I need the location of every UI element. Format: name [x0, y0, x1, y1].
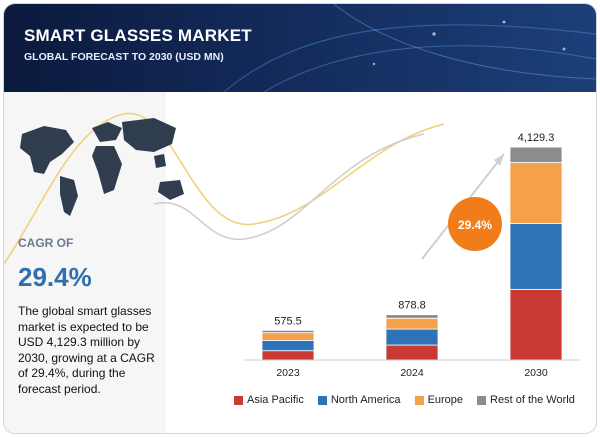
legend-swatch [234, 395, 243, 405]
legend-item-asia-pacific: Asia Pacific [234, 394, 304, 406]
bar-2030-europe [509, 162, 563, 224]
cagr-annotation-label: 29.4% [458, 218, 492, 232]
bar-2023-europe [261, 332, 315, 341]
bar-2023-rest-of-the-world [261, 329, 315, 334]
chart-canvas: 575.5 2023 878.8 2024 4,129.3 2030 29.4% [4, 112, 580, 379]
legend-swatch [477, 395, 487, 405]
x-tick-label-2030: 2030 [524, 367, 548, 379]
decorative-swoosh-gold [4, 112, 445, 265]
bar-2030-rest-of-the-world [509, 146, 563, 163]
cagr-label: CAGR OF [18, 236, 74, 250]
legend-label: Rest of the World [490, 394, 575, 406]
bar-total-label-2030: 4,129.3 [518, 132, 555, 144]
header-decoration [223, 4, 596, 92]
cagr-value: 29.4% [18, 262, 92, 292]
chart-title: SMART GLASSES MARKET [24, 26, 252, 45]
legend-label: Europe [427, 394, 464, 406]
chart-legend: Asia Pacific North America Europe Rest of t… [234, 394, 575, 406]
world-map-icon [20, 118, 184, 216]
legend-label: North America [330, 394, 401, 406]
legend-swatch [414, 395, 424, 405]
legend-item-rest-of-the-world: Rest of the World [477, 394, 575, 406]
bar-2024-north-america [385, 328, 439, 346]
legend-item-north-america: North America [317, 394, 401, 406]
decorative-swoosh-grey [153, 133, 425, 240]
bar-2024-asia-pacific [385, 344, 439, 361]
bar-2023-asia-pacific [261, 350, 315, 361]
bar-2024-rest-of-the-world [385, 314, 439, 319]
market-description: The global smart glasses market is expec… [18, 304, 155, 396]
x-tick-label-2024: 2024 [400, 367, 424, 379]
bar-group: 575.5 2023 878.8 2024 4,129.3 2030 [244, 132, 580, 379]
legend-label: Asia Pacific [247, 394, 304, 406]
bar-2024-europe [385, 317, 439, 330]
legend-item-europe: Europe [414, 394, 464, 406]
bar-total-label-2024: 878.8 [398, 300, 426, 312]
legend-swatch [317, 395, 327, 405]
cagr-circle [448, 197, 502, 251]
bar-2030-asia-pacific [509, 288, 563, 361]
chart-subtitle: GLOBAL FORECAST TO 2030 (USD MN) [24, 51, 224, 63]
bar-total-label-2023: 575.5 [274, 315, 302, 327]
x-tick-label-2023: 2023 [276, 367, 300, 379]
infographic-frame: SMART GLASSES MARKET GLOBAL FORECAST TO … [3, 3, 597, 434]
growth-arrow-head [494, 154, 504, 166]
bar-2023-north-america [261, 340, 315, 352]
bar-2030-north-america [509, 222, 563, 290]
header-banner: SMART GLASSES MARKET GLOBAL FORECAST TO … [4, 4, 596, 92]
